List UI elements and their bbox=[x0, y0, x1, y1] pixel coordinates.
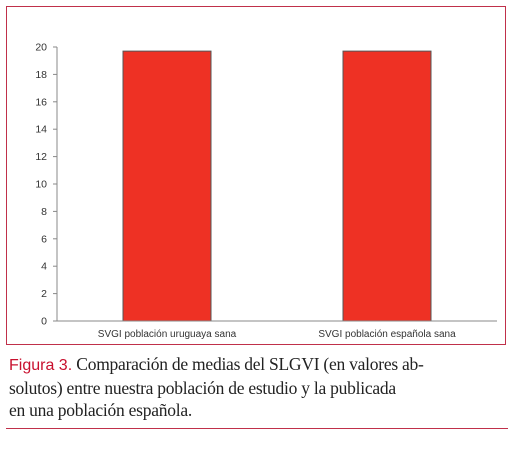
caption-divider bbox=[6, 428, 508, 429]
y-tick-label: 12 bbox=[35, 151, 47, 163]
x-axis: SVGI población uruguaya sana SVGI poblaci… bbox=[57, 320, 497, 340]
bar-chart: 0 2 4 6 8 10 12 14 16 18 20 SVGI población uruguay… bbox=[35, 42, 497, 340]
figure-caption: Figura 3. Comparación de medias del SLGV… bbox=[9, 353, 504, 421]
caption-line-3: en una población española. bbox=[9, 400, 193, 420]
y-tick-label: 6 bbox=[41, 233, 47, 245]
bar bbox=[122, 50, 212, 322]
y-tick-label: 2 bbox=[41, 288, 47, 300]
y-tick-label: 14 bbox=[35, 124, 47, 136]
y-axis: 0 2 4 6 8 10 12 14 16 18 20 bbox=[35, 42, 58, 328]
figure-frame: 0 2 4 6 8 10 12 14 16 18 20 SVGI población uruguay… bbox=[6, 6, 506, 345]
y-tick-label: 18 bbox=[35, 69, 47, 81]
caption-line-2: solutos) entre nuestra población de estu… bbox=[9, 378, 396, 398]
y-tick-label: 0 bbox=[41, 316, 47, 328]
x-tick-label: SVGI población uruguaya sana bbox=[98, 329, 237, 340]
y-tick-label: 20 bbox=[35, 42, 47, 54]
y-tick-label: 10 bbox=[35, 179, 47, 191]
bar bbox=[342, 50, 432, 322]
x-tick-label: SVGI población española sana bbox=[318, 329, 456, 340]
y-tick-label: 4 bbox=[41, 261, 47, 273]
y-tick-label: 16 bbox=[35, 96, 47, 108]
bars bbox=[122, 50, 432, 322]
figure-label: Figura 3. bbox=[9, 357, 73, 374]
caption-line-1: Comparación de medias del SLGVI (en valo… bbox=[76, 354, 424, 374]
y-tick-label: 8 bbox=[41, 206, 47, 218]
